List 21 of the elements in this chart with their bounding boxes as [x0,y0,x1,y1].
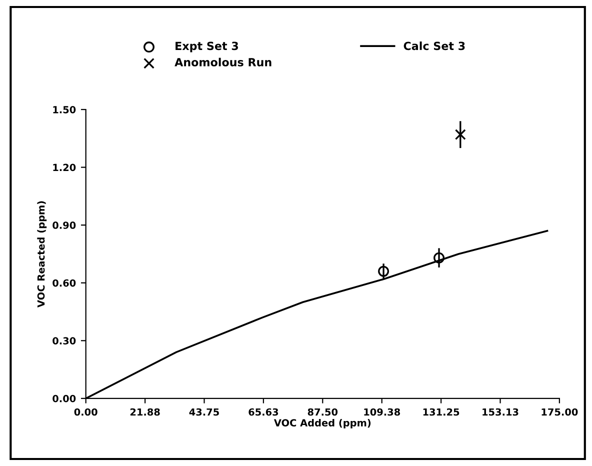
x-tick-label: 153.13 [482,408,518,416]
x-tick-label: 65.63 [248,408,278,416]
y-tick-label: 0.00 [52,394,76,402]
legend-label: Expt Set 3 [176,42,238,52]
x-tick-label: 131.25 [423,408,460,416]
x-axis-title: VOC Added (ppm) [274,418,371,428]
x-tick-label: 109.38 [364,408,400,416]
legend-label: Anomolous Run [174,58,272,66]
x-tick-label: 175.00 [542,408,578,416]
legend-label: Calc Set 3 [404,42,465,50]
y-tick-label: 0.90 [52,222,76,229]
point [454,129,466,140]
y-tick-label: 1.20 [53,164,76,172]
x-tick-label: 21.88 [130,408,160,416]
x-tick-label: 0.00 [74,408,98,416]
y-tick-label: 0.30 [52,337,76,344]
y-tick-label: 0.60 [52,279,76,287]
y-axis-title: VOC Reacted (ppm) [37,201,47,308]
y-tick-label: 1.50 [53,106,76,114]
x-tick-label: 43.75 [189,408,219,416]
x-tick-label: 87.50 [308,408,338,416]
